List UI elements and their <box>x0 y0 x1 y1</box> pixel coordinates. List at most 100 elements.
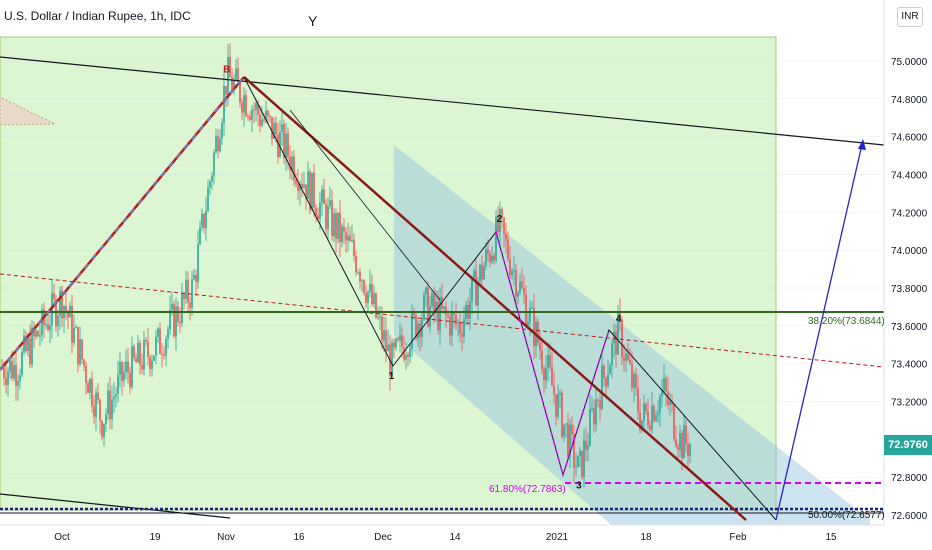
candle-body <box>665 378 667 392</box>
candle-body <box>49 325 51 330</box>
candle-body <box>491 255 493 262</box>
currency-badge[interactable]: INR <box>897 7 923 27</box>
candle-body <box>151 360 153 370</box>
candle-body <box>361 280 363 282</box>
candle-body <box>471 277 473 302</box>
candle-body <box>495 216 497 261</box>
candle-body <box>611 343 613 366</box>
candle-body <box>457 322 459 324</box>
candle-body <box>661 391 663 397</box>
candle-body <box>391 342 393 376</box>
candle-body <box>425 287 427 294</box>
candle-body <box>201 213 203 228</box>
candle-body <box>565 423 567 425</box>
candle-body <box>187 279 189 303</box>
candle-body <box>601 365 603 410</box>
candle-body <box>501 208 503 218</box>
candle-body <box>75 326 77 328</box>
candle-body <box>367 291 369 303</box>
candle-body <box>203 213 205 229</box>
candle-body <box>325 204 327 230</box>
candle-body <box>93 406 95 417</box>
candle-body <box>587 445 589 450</box>
candle-body <box>161 353 163 355</box>
candle-body <box>3 367 5 379</box>
y-axis-ticks: 75.0000 74.8000 74.6000 74.4000 74.2000 74.00… <box>891 57 928 522</box>
candle-body <box>527 321 529 326</box>
candle-body <box>35 331 37 337</box>
time-axis <box>0 525 884 550</box>
candle-body <box>169 309 171 330</box>
candle-body <box>609 365 611 375</box>
candle-body <box>241 102 243 113</box>
candle-body <box>217 136 219 152</box>
candle-body <box>657 412 659 416</box>
candle-body <box>435 301 437 312</box>
candle-body <box>571 424 573 434</box>
candle-body <box>295 180 297 184</box>
candle-body <box>459 322 461 334</box>
candle-body <box>649 425 651 430</box>
candle-body <box>229 57 231 78</box>
candle-body <box>349 235 351 242</box>
candle-body <box>443 306 445 309</box>
candle-body <box>99 399 101 421</box>
candle-body <box>537 321 539 343</box>
candle-body <box>531 307 533 309</box>
candle-body <box>47 324 49 330</box>
candle-body <box>17 381 19 387</box>
candle-body <box>413 312 415 316</box>
wave-magenta <box>495 231 610 478</box>
candle-body <box>337 212 339 239</box>
candle-body <box>73 327 75 343</box>
candle-body <box>461 333 463 337</box>
candle-body <box>375 293 377 318</box>
candle-body <box>653 406 655 422</box>
falling-channel <box>394 145 870 550</box>
candle-body <box>255 103 257 111</box>
candle-body <box>305 184 307 199</box>
candle-body <box>663 378 665 392</box>
candle-body <box>377 316 379 318</box>
candle-body <box>445 306 447 315</box>
candle-body <box>119 362 121 375</box>
candle-body <box>659 396 661 413</box>
candle-body <box>117 374 119 395</box>
candle-body <box>215 136 217 153</box>
candle-body <box>79 339 81 365</box>
candle-body <box>477 281 479 306</box>
candle-body <box>301 184 303 188</box>
candle-body <box>149 356 151 370</box>
candle-body <box>345 231 347 241</box>
candle-body <box>517 292 519 297</box>
wave-label: 2 <box>497 214 503 225</box>
candle-body <box>105 414 107 424</box>
candle-body <box>233 79 235 91</box>
candle-body <box>341 226 343 242</box>
candle-body <box>689 443 691 456</box>
candle-body <box>393 342 395 348</box>
candle-body <box>331 200 333 237</box>
candle-body <box>583 440 585 477</box>
candle-body <box>91 378 93 407</box>
y-tick-label: 73.2000 <box>891 398 928 409</box>
x-tick-label: Oct <box>54 532 70 543</box>
candle-body <box>635 373 637 388</box>
candle-body <box>15 364 17 387</box>
candle-body <box>109 390 111 420</box>
candle-body <box>131 346 133 388</box>
candle-body <box>171 303 173 310</box>
candle-body <box>181 293 183 324</box>
candle-body <box>65 306 67 312</box>
candle-body <box>127 361 129 373</box>
candle-body <box>219 138 221 152</box>
y-tick-label: 72.8000 <box>891 473 928 484</box>
candle-body <box>27 338 29 351</box>
candle-body <box>125 361 127 372</box>
candle-body <box>269 115 271 117</box>
candle-body <box>213 152 215 176</box>
candle-body <box>179 321 181 324</box>
candle-body <box>597 399 599 401</box>
candle-body <box>415 315 417 339</box>
